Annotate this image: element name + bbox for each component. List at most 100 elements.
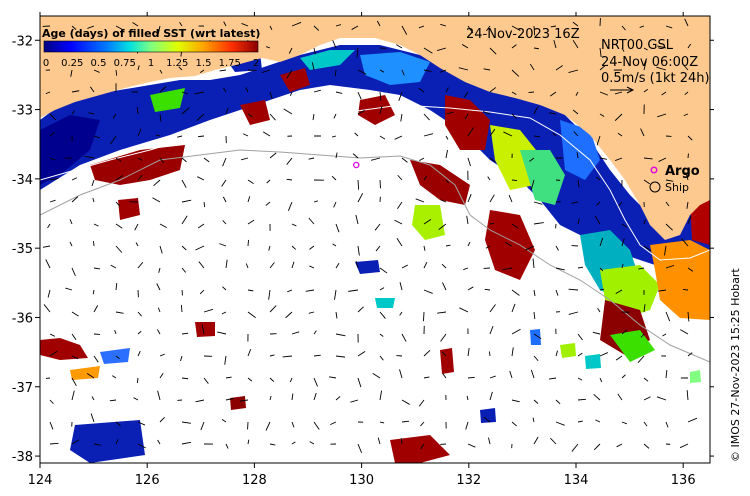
current-vector: [599, 65, 606, 71]
current-vector: [355, 214, 359, 225]
current-vector: [357, 245, 360, 256]
current-vector: [269, 152, 277, 159]
current-vector: [466, 395, 469, 401]
current-vector: [291, 421, 295, 428]
current-vector: [467, 443, 476, 448]
current-vector: [133, 397, 139, 401]
current-vector: [115, 283, 118, 291]
current-vector: [335, 262, 340, 269]
current-vector: [114, 329, 117, 335]
current-vector: [550, 437, 557, 445]
current-vector: [312, 113, 315, 121]
isobath-contour: [40, 149, 710, 363]
current-vector: [423, 261, 428, 269]
current-vector: [49, 177, 59, 181]
current-vector: [423, 69, 432, 72]
current-vector: [401, 420, 410, 423]
current-vector: [398, 91, 403, 102]
current-vector: [287, 201, 293, 212]
current-vector: [571, 201, 579, 204]
current-vector: [245, 263, 249, 269]
current-vector: [308, 217, 315, 225]
current-vector: [423, 175, 427, 181]
current-vector: [436, 47, 447, 51]
current-vector: [357, 109, 365, 115]
current-vector: [461, 44, 469, 49]
current-vector: [87, 25, 95, 29]
current-vector: [112, 375, 117, 379]
current-vector: [180, 305, 183, 313]
current-vector: [662, 333, 667, 337]
current-vector: [221, 418, 227, 423]
current-vector: [200, 421, 205, 431]
current-vector: [614, 113, 623, 121]
current-vector: [137, 421, 146, 426]
current-vector: [687, 267, 694, 272]
current-vector: [70, 69, 73, 77]
current-vector: [221, 311, 227, 315]
current-vector: [445, 244, 451, 247]
current-vector: [533, 201, 543, 205]
x-tick-label: 126: [135, 473, 160, 488]
current-vector: [508, 194, 513, 203]
current-vector: [269, 443, 276, 446]
current-vector: [132, 22, 139, 27]
current-vector: [159, 86, 167, 93]
current-vector: [181, 91, 189, 95]
current-vector: [532, 417, 535, 423]
current-vector: [69, 219, 73, 225]
current-vector: [352, 153, 359, 159]
current-vector: [401, 333, 407, 342]
current-vector: [178, 66, 183, 71]
y-tick-label: -33: [12, 104, 33, 119]
current-vector: [577, 398, 586, 401]
current-vector: [335, 396, 341, 401]
current-vector: [265, 201, 271, 206]
current-vector: [224, 355, 227, 365]
scale-arrow: [610, 86, 635, 94]
current-vector: [115, 201, 121, 207]
current-vector: [577, 218, 580, 225]
legend-tick-label: 0: [43, 58, 49, 69]
current-vector: [502, 267, 513, 271]
current-vector: [621, 329, 628, 335]
current-vector: [221, 179, 227, 187]
legend-tick-label: 1: [148, 58, 154, 69]
current-vector: [533, 289, 536, 297]
current-vector: [42, 245, 51, 248]
current-vector: [247, 348, 252, 357]
current-vector: [291, 393, 294, 401]
current-vector: [330, 421, 337, 426]
current-vector: [115, 175, 124, 181]
current-vector: [357, 351, 366, 357]
current-vector: [222, 157, 227, 167]
current-vector: [621, 238, 625, 247]
current-vector: [555, 65, 563, 71]
current-vector: [45, 259, 51, 269]
current-vector: [155, 134, 161, 137]
current-vector: [247, 289, 254, 292]
current-vector: [201, 324, 205, 335]
current-vector: [305, 289, 315, 292]
current-vector: [415, 198, 425, 203]
ship-legend-label: Ship: [665, 181, 689, 194]
current-vector: [181, 289, 183, 296]
current-vector: [351, 25, 359, 30]
current-vector: [265, 421, 271, 431]
current-vector: [394, 219, 403, 225]
current-vector: [331, 135, 337, 138]
current-vector: [247, 219, 255, 225]
legend-tick-label: 0.75: [114, 58, 136, 69]
current-vector: [181, 179, 187, 188]
current-vector: [615, 355, 623, 361]
current-vector: [555, 421, 565, 426]
current-vector: [71, 25, 77, 30]
current-vector: [71, 333, 77, 341]
current-vector: [525, 245, 535, 251]
current-vector: [596, 201, 601, 206]
current-vector: [49, 421, 54, 430]
x-tick-label: 130: [349, 473, 374, 488]
current-vector: [599, 237, 604, 247]
current-vector: [401, 25, 408, 35]
